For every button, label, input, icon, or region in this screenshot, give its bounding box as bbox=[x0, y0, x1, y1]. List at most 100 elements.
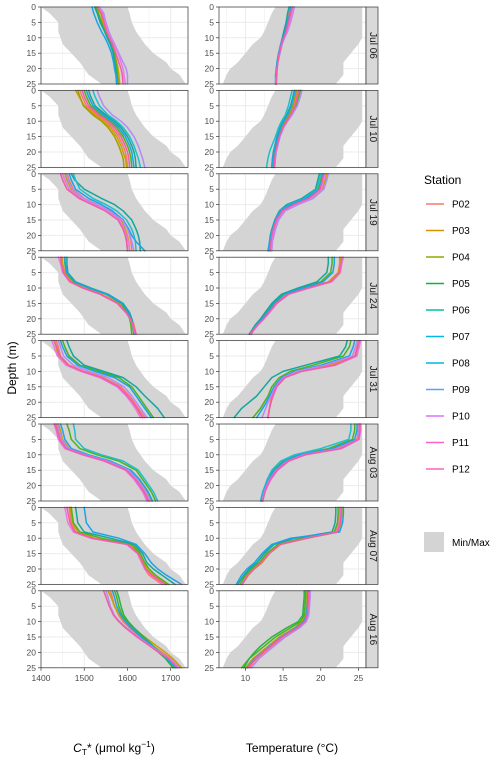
temp-x-tick-label: 20 bbox=[316, 673, 326, 683]
y-tick-label: 25 bbox=[27, 663, 37, 673]
facet-strip-label: Aug 16 bbox=[367, 613, 378, 645]
y-tick-label: 10 bbox=[205, 200, 215, 210]
y-tick-label: 5 bbox=[31, 434, 36, 444]
facet-strip bbox=[365, 173, 379, 252]
ct-x-axis-title-superscript: −1 bbox=[141, 739, 151, 749]
ct-x-tick-label: 1700 bbox=[161, 673, 180, 683]
ct-line-p12 bbox=[102, 590, 178, 669]
legend-label-p07: P07 bbox=[452, 332, 470, 343]
y-tick-label: 15 bbox=[205, 48, 215, 58]
legend-label-p12: P12 bbox=[452, 465, 470, 476]
temp-line-p05 bbox=[240, 590, 307, 669]
legend-label-p09: P09 bbox=[452, 385, 470, 396]
ct-line-p12 bbox=[81, 89, 131, 169]
legend-items: P02 P03 P04 P05 P06 P07 P08 P09 P10 P11 P12 bbox=[426, 200, 470, 476]
temp-line-p10 bbox=[271, 173, 330, 252]
temp-line-p12 bbox=[261, 423, 361, 502]
y-tick-label: 5 bbox=[209, 101, 214, 111]
temp-line-p10 bbox=[261, 339, 358, 419]
ct-line-p02 bbox=[79, 89, 129, 169]
y-tick-label: 15 bbox=[27, 632, 37, 642]
y-tick-label: 10 bbox=[205, 283, 215, 293]
y-tick-label: 25 bbox=[27, 413, 37, 423]
temp-line-p08 bbox=[265, 89, 293, 169]
y-tick-label: 0 bbox=[209, 169, 214, 179]
facet-strip-label: Aug 03 bbox=[367, 447, 378, 479]
ct-panel-border bbox=[40, 507, 189, 585]
temp-line-p12 bbox=[267, 339, 360, 419]
y-tick-label: 15 bbox=[27, 298, 37, 308]
facet-strip-label: Jul 31 bbox=[367, 366, 378, 393]
ct-line-p10 bbox=[56, 423, 152, 502]
facet-row: Aug 03 0 5 10 15 20 25 0 5 10 15 20 25 bbox=[27, 419, 379, 506]
y-tick-label: 20 bbox=[205, 147, 215, 157]
y-tick-label: 25 bbox=[27, 329, 37, 339]
y-tick-label: 10 bbox=[27, 366, 37, 376]
y-tick-label: 20 bbox=[27, 64, 37, 74]
y-tick-label: 5 bbox=[209, 17, 214, 27]
y-tick-label: 15 bbox=[205, 132, 215, 142]
ct-line-p09 bbox=[83, 506, 183, 586]
temp-line-p12 bbox=[249, 256, 343, 335]
temp-line-p12 bbox=[275, 6, 293, 85]
y-tick-label: 20 bbox=[205, 397, 215, 407]
y-tick-label: 5 bbox=[31, 351, 36, 361]
temp-minmax-band bbox=[222, 7, 363, 84]
y-tick-label: 25 bbox=[205, 579, 215, 589]
y-tick-label: 0 bbox=[209, 586, 214, 596]
ct-line-p09 bbox=[91, 6, 118, 85]
y-tick-label: 5 bbox=[31, 518, 36, 528]
ct-line-p09 bbox=[68, 173, 146, 252]
legend-label-p06: P06 bbox=[452, 306, 470, 317]
y-tick-label: 5 bbox=[209, 268, 214, 278]
y-tick-label: 25 bbox=[205, 79, 215, 89]
y-tick-label: 0 bbox=[31, 419, 36, 429]
facet-strip bbox=[365, 256, 379, 335]
facet-strip bbox=[365, 340, 379, 418]
temp-line-p07 bbox=[248, 256, 330, 335]
legend-label-p08: P08 bbox=[452, 359, 470, 370]
facet-strip bbox=[365, 507, 379, 585]
ct-panel-border bbox=[40, 256, 189, 335]
ct-line-p05 bbox=[61, 339, 155, 419]
facet-row: Jul 10 0 5 10 15 20 25 0 5 10 15 20 25 bbox=[27, 85, 379, 172]
ct-line-p08 bbox=[92, 89, 142, 169]
y-tick-label: 0 bbox=[31, 252, 36, 262]
ct-minmax-band bbox=[41, 590, 186, 668]
ct-x-axis-title-units: * (μmol kg bbox=[87, 741, 141, 755]
y-tick-label: 15 bbox=[27, 132, 37, 142]
temp-line-p12 bbox=[241, 506, 342, 586]
ct-panel-border bbox=[40, 6, 189, 85]
y-tick-label: 10 bbox=[205, 33, 215, 43]
ct-x-tick-label: 1600 bbox=[118, 673, 137, 683]
y-tick-label: 0 bbox=[31, 2, 36, 12]
temp-line-p03 bbox=[244, 590, 308, 669]
y-tick-label: 20 bbox=[27, 230, 37, 240]
temp-line-p05 bbox=[252, 339, 352, 419]
temp-x-tick-label: 25 bbox=[354, 673, 364, 683]
y-tick-label: 10 bbox=[205, 116, 215, 126]
ct-x-axis-title-close: ) bbox=[151, 741, 155, 755]
y-tick-label: 20 bbox=[205, 647, 215, 657]
ct-line-p07 bbox=[66, 339, 165, 419]
facet-row: Jul 19 0 5 10 15 20 25 0 5 10 15 20 25 bbox=[27, 169, 379, 256]
y-tick-label: 15 bbox=[27, 549, 37, 559]
facet-strip bbox=[365, 590, 379, 669]
temp-x-axis-title: Temperature (°C) bbox=[246, 741, 338, 755]
legend-label-p11: P11 bbox=[452, 438, 469, 449]
y-tick-label: 20 bbox=[27, 564, 37, 574]
y-tick-label: 20 bbox=[27, 314, 37, 324]
ct-line-p05 bbox=[94, 6, 119, 85]
legend-label-p04: P04 bbox=[452, 253, 470, 264]
ct-x-axis-title-subscript: T bbox=[82, 747, 87, 757]
y-tick-label: 5 bbox=[31, 101, 36, 111]
y-tick-label: 0 bbox=[31, 586, 36, 596]
facet-row: Aug 16 0 5 10 15 20 25 0 5 10 15 20 25 bbox=[27, 586, 379, 673]
ct-x-axis-title-symbol: C bbox=[73, 741, 82, 755]
temp-line-p12 bbox=[269, 173, 325, 252]
y-tick-label: 0 bbox=[209, 336, 214, 346]
ct-line-p09 bbox=[59, 423, 154, 502]
ct-panel-border bbox=[40, 340, 189, 418]
y-tick-label: 20 bbox=[205, 564, 215, 574]
